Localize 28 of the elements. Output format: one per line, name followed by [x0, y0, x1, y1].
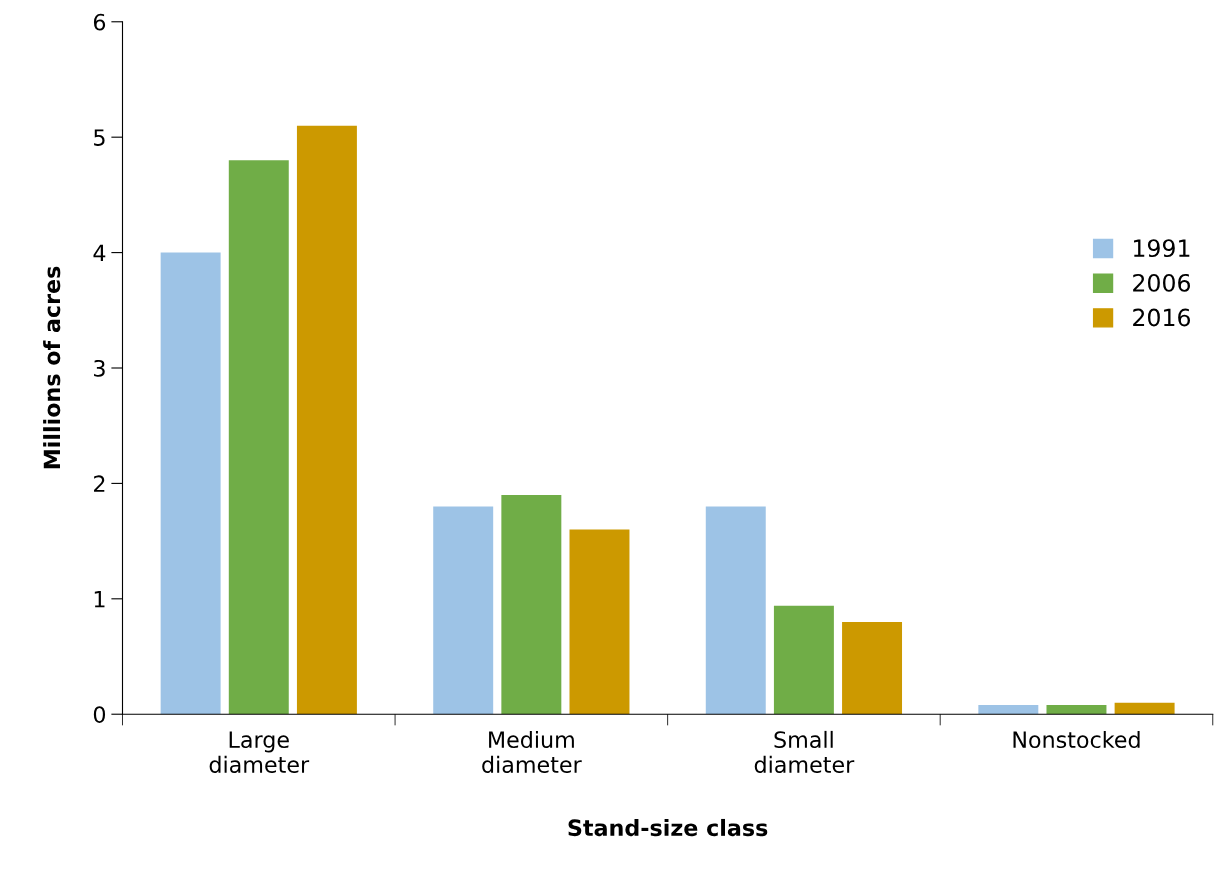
- x-tick-label: Large diameter: [209, 731, 310, 773]
- x-tick-label: Small diameter: [754, 730, 855, 773]
- bar: [228, 160, 289, 715]
- bar: [433, 506, 494, 715]
- bar: [1114, 702, 1175, 715]
- x-axis-title: Stand-size class: [568, 818, 768, 837]
- bar: [705, 506, 766, 715]
- legend-label: 2006: [1133, 273, 1191, 292]
- y-tick-label: 5: [94, 129, 105, 146]
- y-axis-title: Millions of acres: [43, 266, 61, 469]
- y-tick-label: 6: [93, 13, 106, 31]
- legend-label: 1991: [1134, 239, 1190, 258]
- legend-label: 2016: [1133, 308, 1191, 327]
- y-tick-label: 4: [93, 244, 106, 262]
- x-tick-label: Medium diameter: [482, 730, 582, 773]
- bar: [569, 529, 630, 715]
- bar: [501, 494, 562, 715]
- x-tick-label: Nonstocked: [1013, 730, 1140, 749]
- y-tick-label: 3: [94, 359, 105, 377]
- bar: [842, 621, 903, 715]
- bar: [1046, 704, 1107, 715]
- y-tick-label: 0: [93, 706, 106, 723]
- bar: [160, 252, 221, 715]
- bar: [296, 125, 357, 715]
- y-tick-label: 2: [94, 475, 105, 492]
- y-tick-label: 1: [94, 591, 105, 608]
- bar: [773, 605, 834, 715]
- bar: [978, 704, 1039, 715]
